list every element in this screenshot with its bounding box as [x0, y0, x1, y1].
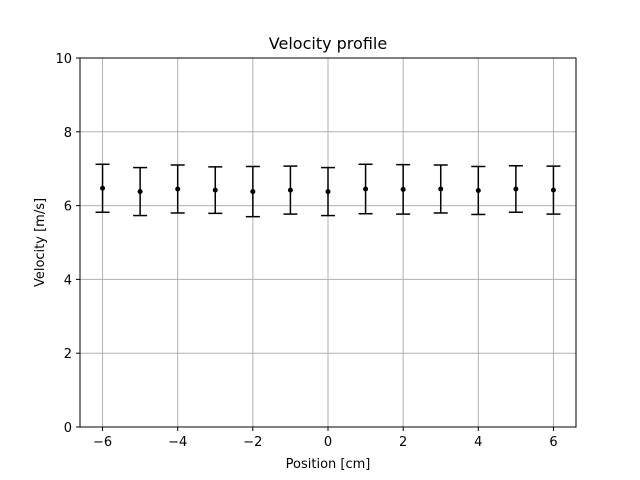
data-point	[363, 186, 369, 192]
y-tick-label: 0	[64, 421, 72, 436]
x-axis-label: Position [cm]	[286, 457, 371, 472]
data-point-group	[396, 163, 411, 215]
x-tick-label: −2	[243, 435, 262, 450]
chart-title: Velocity profile	[269, 34, 387, 53]
data-point	[400, 186, 406, 192]
data-point-group	[546, 165, 561, 215]
data-point	[100, 185, 106, 191]
data-point	[325, 189, 331, 195]
data-point-group	[358, 163, 373, 215]
data-point-group	[208, 166, 223, 215]
y-tick-label: 8	[64, 126, 72, 141]
x-tick-label: 6	[549, 435, 557, 450]
data-point-group	[433, 164, 448, 214]
x-tick-label: 0	[324, 435, 332, 450]
y-axis-label: Velocity [m/s]	[33, 198, 48, 287]
series-layer	[95, 163, 561, 218]
x-tick-label: 2	[399, 435, 407, 450]
grid-layer	[80, 57, 576, 428]
data-point	[250, 189, 256, 195]
x-tick-label: −4	[168, 435, 187, 450]
y-tick-label: 4	[64, 273, 72, 288]
data-point	[175, 186, 181, 192]
y-tick-label: 2	[64, 347, 72, 362]
data-point	[438, 186, 444, 192]
data-point	[475, 187, 481, 193]
x-tick-label: −6	[93, 435, 112, 450]
data-point-group	[321, 166, 335, 217]
data-point-group	[471, 165, 486, 216]
data-point-group	[133, 166, 148, 217]
data-point-group	[283, 165, 298, 215]
data-point	[287, 187, 293, 193]
data-point-group	[245, 165, 260, 218]
data-point-group	[508, 164, 523, 213]
ticks-layer: −6 −4 −2 0 2 4 6 0 2 4 6 8 10	[55, 52, 557, 450]
data-point-group	[95, 163, 110, 213]
y-tick-label: 10	[55, 52, 72, 67]
data-point-group	[170, 164, 185, 214]
data-point	[550, 187, 556, 193]
data-point	[513, 186, 519, 192]
y-tick-label: 6	[64, 200, 72, 215]
x-tick-label: 4	[474, 435, 482, 450]
data-point	[137, 189, 143, 195]
data-point	[212, 187, 218, 193]
